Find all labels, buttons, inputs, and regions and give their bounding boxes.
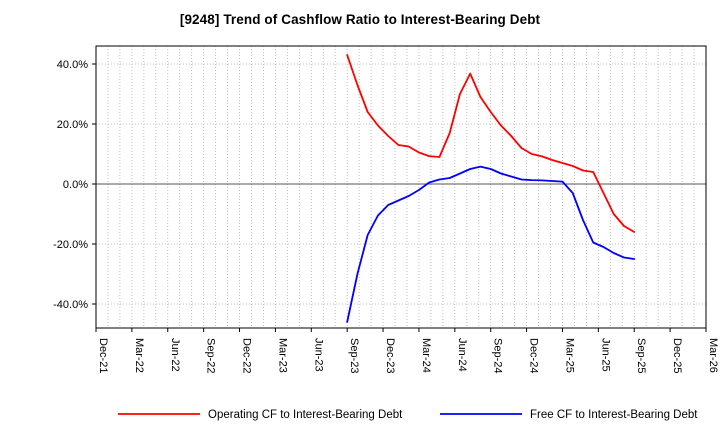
y-tick-label: -20.0% <box>53 239 88 251</box>
x-tick-label: Dec-22 <box>241 338 253 373</box>
y-tick-label: 0.0% <box>63 179 88 191</box>
x-tick-label: Jun-22 <box>169 338 181 372</box>
x-tick-label: Mar-26 <box>707 338 719 373</box>
y-tick-label: 40.0% <box>57 59 88 71</box>
x-tick-label: Sep-22 <box>205 338 217 373</box>
x-axis: Dec-21 Mar-22 Jun-22 Sep-22 Dec-22 Mar-23 Jun-… <box>95 328 719 373</box>
chart-title: [9248] Trend of Cashflow Ratio to Intere… <box>179 12 541 27</box>
legend-label-1: Operating CF to Interest-Bearing Debt <box>208 409 403 421</box>
x-tick-label: Dec-25 <box>671 338 683 373</box>
plot-frame <box>95 45 707 329</box>
y-axis: 40.0% 20.0% 0.0% -20.0% -40.0% <box>53 59 96 311</box>
series-line-2 <box>346 165 636 323</box>
x-tick-label: Dec-21 <box>97 338 109 373</box>
y-tick-label: -40.0% <box>53 299 88 311</box>
x-tick-label: Sep-25 <box>635 338 647 373</box>
legend-label-2: Free CF to Interest-Bearing Debt <box>530 409 698 421</box>
x-tick-label: Mar-25 <box>563 338 575 373</box>
x-tick-label: Jun-25 <box>599 338 611 372</box>
x-tick-label: Jun-24 <box>456 338 468 372</box>
x-tick-label: Mar-24 <box>420 338 432 373</box>
series-line-1 <box>346 54 636 233</box>
x-tick-label: Dec-23 <box>384 338 396 373</box>
x-tick-label: Dec-24 <box>528 338 540 373</box>
x-tick-label: Mar-23 <box>276 338 288 373</box>
x-tick-label: Sep-24 <box>492 338 504 373</box>
x-tick-label: Sep-23 <box>348 338 360 373</box>
x-tick-label: Mar-22 <box>133 338 145 373</box>
x-tick-label: Jun-23 <box>312 338 324 372</box>
legend: Operating CF to Interest-Bearing Debt Fre… <box>118 409 698 421</box>
y-tick-label: 20.0% <box>57 119 88 131</box>
gridlines <box>95 46 707 328</box>
